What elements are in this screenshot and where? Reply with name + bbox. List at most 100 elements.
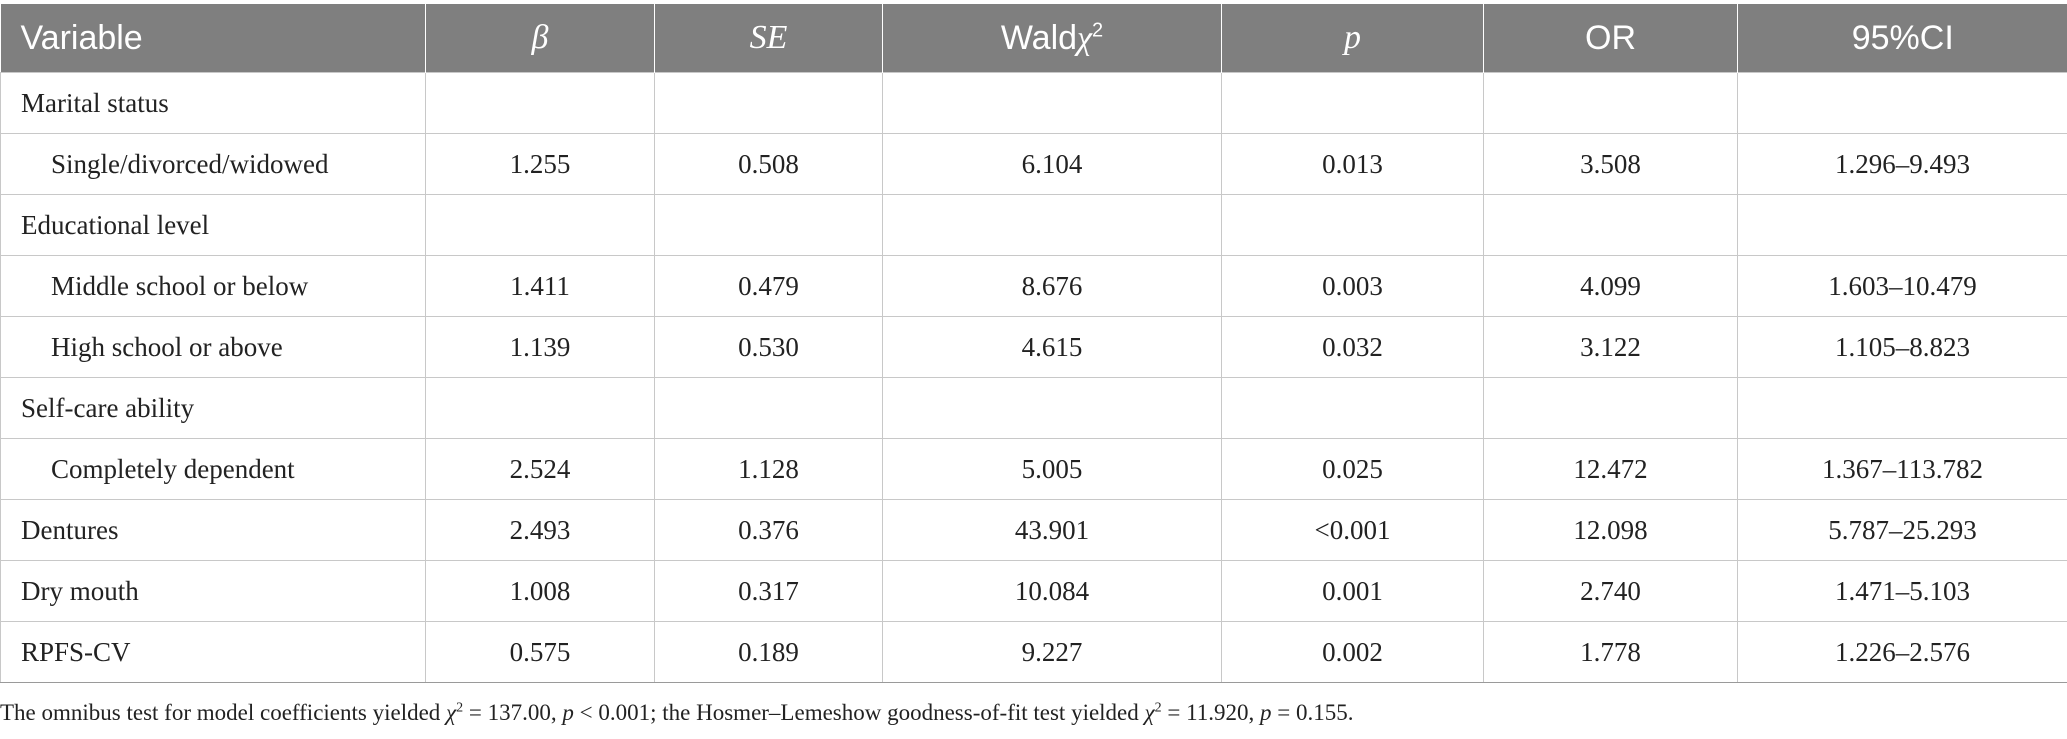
cell-variable: High school or above xyxy=(0,316,426,378)
footnote-p: p xyxy=(562,700,574,725)
cell-variable: Dry mouth xyxy=(0,560,426,622)
cell-se xyxy=(654,72,883,134)
regression-table: Variable β SE Waldχ2 p OR 95%CI Marital … xyxy=(0,4,2067,683)
cell-p: <0.001 xyxy=(1221,499,1484,561)
footnote-sup: 2 xyxy=(456,700,464,716)
cell-beta: 1.139 xyxy=(425,316,655,378)
cell-p: 0.025 xyxy=(1221,438,1484,500)
cell-p: 0.003 xyxy=(1221,255,1484,317)
cell-wald: 43.901 xyxy=(882,499,1222,561)
cell-or: 4.099 xyxy=(1483,255,1738,317)
header-or: OR xyxy=(1483,4,1738,73)
cell-se xyxy=(654,194,883,256)
cell-se xyxy=(654,377,883,439)
table-row: Completely dependent 2.524 1.128 5.005 0.025… xyxy=(0,438,2067,500)
cell-wald: 4.615 xyxy=(882,316,1222,378)
cell-or xyxy=(1483,377,1738,439)
table-row: Educational level xyxy=(0,194,2067,256)
cell-ci: 1.226–2.576 xyxy=(1737,621,2067,683)
cell-wald xyxy=(882,194,1222,256)
cell-ci xyxy=(1737,194,2067,256)
cell-wald: 6.104 xyxy=(882,133,1222,195)
table-row: Dry mouth 1.008 0.317 10.084 0.001 2.740 1.471… xyxy=(0,560,2067,622)
footnote-text: = 0.155. xyxy=(1271,700,1354,725)
header-p: p xyxy=(1221,4,1484,73)
table-header-row: Variable β SE Waldχ2 p OR 95%CI xyxy=(0,4,2067,73)
cell-ci: 5.787–25.293 xyxy=(1737,499,2067,561)
cell-variable: Completely dependent xyxy=(0,438,426,500)
cell-se: 0.479 xyxy=(654,255,883,317)
cell-ci: 1.367–113.782 xyxy=(1737,438,2067,500)
table-row: RPFS-CV 0.575 0.189 9.227 0.002 1.778 1.226–2.… xyxy=(0,621,2067,683)
cell-beta: 1.255 xyxy=(425,133,655,195)
table-row: Single/divorced/widowed 1.255 0.508 6.104 0.… xyxy=(0,133,2067,195)
table-row: Dentures 2.493 0.376 43.901 <0.001 12.098 5.78… xyxy=(0,499,2067,561)
table-row: Middle school or below 1.411 0.479 8.676 0.0… xyxy=(0,255,2067,317)
cell-variable: Dentures xyxy=(0,499,426,561)
footnote-text: = 137.00, xyxy=(463,700,563,725)
footnote-text: The omnibus test for model coefficients … xyxy=(0,700,447,725)
cell-ci: 1.105–8.823 xyxy=(1737,316,2067,378)
cell-variable: Marital status xyxy=(0,72,426,134)
cell-variable: RPFS-CV xyxy=(0,621,426,683)
cell-p: 0.032 xyxy=(1221,316,1484,378)
header-ci: 95%CI xyxy=(1737,4,2067,73)
cell-or: 1.778 xyxy=(1483,621,1738,683)
table-row: Marital status xyxy=(0,72,2067,134)
cell-or: 2.740 xyxy=(1483,560,1738,622)
footnote-text: = 11.920, xyxy=(1161,700,1261,725)
header-wald-chi: χ xyxy=(1077,19,1093,57)
cell-ci xyxy=(1737,72,2067,134)
header-se: SE xyxy=(654,4,883,73)
cell-se: 0.317 xyxy=(654,560,883,622)
cell-p: 0.001 xyxy=(1221,560,1484,622)
footnote-text: < 0.001; the Hosmer–Lemeshow goodness-of… xyxy=(573,700,1145,725)
header-variable: Variable xyxy=(0,4,426,73)
header-beta: β xyxy=(425,4,655,73)
cell-or: 3.122 xyxy=(1483,316,1738,378)
cell-or xyxy=(1483,72,1738,134)
cell-p xyxy=(1221,194,1484,256)
cell-ci xyxy=(1737,377,2067,439)
cell-p xyxy=(1221,377,1484,439)
cell-variable: Middle school or below xyxy=(0,255,426,317)
footnote-p: p xyxy=(1260,700,1272,725)
cell-wald xyxy=(882,377,1222,439)
cell-p xyxy=(1221,72,1484,134)
table-row: Self-care ability xyxy=(0,377,2067,439)
cell-ci: 1.603–10.479 xyxy=(1737,255,2067,317)
cell-or: 12.098 xyxy=(1483,499,1738,561)
cell-se: 0.530 xyxy=(654,316,883,378)
cell-wald: 5.005 xyxy=(882,438,1222,500)
cell-se: 0.508 xyxy=(654,133,883,195)
footnote-sup: 2 xyxy=(1154,700,1162,716)
cell-se: 0.376 xyxy=(654,499,883,561)
table-footnote: The omnibus test for model coefficients … xyxy=(0,700,1354,726)
cell-beta: 2.493 xyxy=(425,499,655,561)
cell-beta xyxy=(425,377,655,439)
cell-beta xyxy=(425,194,655,256)
cell-p: 0.013 xyxy=(1221,133,1484,195)
header-wald: Waldχ2 xyxy=(882,4,1222,73)
cell-variable: Single/divorced/widowed xyxy=(0,133,426,195)
cell-beta: 0.575 xyxy=(425,621,655,683)
cell-wald xyxy=(882,72,1222,134)
cell-or xyxy=(1483,194,1738,256)
cell-variable: Self-care ability xyxy=(0,377,426,439)
cell-variable: Educational level xyxy=(0,194,426,256)
cell-or: 3.508 xyxy=(1483,133,1738,195)
cell-or: 12.472 xyxy=(1483,438,1738,500)
cell-beta: 1.411 xyxy=(425,255,655,317)
footnote-chi: χ xyxy=(1144,700,1155,725)
cell-wald: 10.084 xyxy=(882,560,1222,622)
cell-se: 1.128 xyxy=(654,438,883,500)
cell-ci: 1.471–5.103 xyxy=(1737,560,2067,622)
cell-wald: 8.676 xyxy=(882,255,1222,317)
cell-beta xyxy=(425,72,655,134)
cell-beta: 1.008 xyxy=(425,560,655,622)
cell-p: 0.002 xyxy=(1221,621,1484,683)
table-row: High school or above 1.139 0.530 4.615 0.032… xyxy=(0,316,2067,378)
cell-wald: 9.227 xyxy=(882,621,1222,683)
header-wald-sup: 2 xyxy=(1092,19,1104,42)
cell-ci: 1.296–9.493 xyxy=(1737,133,2067,195)
